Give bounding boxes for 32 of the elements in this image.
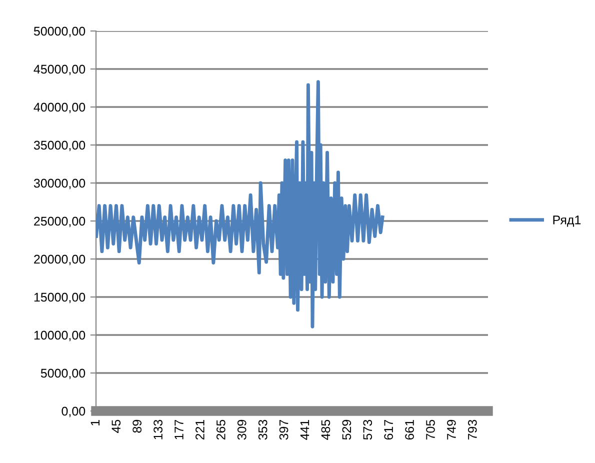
y-tick-label: 10000,00 [34,330,86,342]
x-tick-label: 441 [300,420,310,440]
y-tick-label: 30000,00 [34,178,86,190]
x-tick-label: 221 [196,420,204,440]
legend-label: Ряд1 [553,216,581,227]
y-tick-label: 0,00 [62,406,86,418]
y-tick-label: 35000,00 [34,140,86,152]
y-tick-label: 5000,00 [40,368,86,380]
x-tick-label: 1 [90,420,100,426]
y-tick-label: 50000,00 [34,26,86,38]
x-tick-label: 573 [363,420,372,440]
x-tick-label: 177 [174,420,184,440]
x-tick-label: 353 [258,420,268,440]
x-tick-label: 309 [237,420,246,440]
x-tick-label: 749 [447,420,456,440]
y-tick-label: 45000,00 [34,64,86,76]
x-tick-label: 89 [132,420,142,433]
y-tick-label: 25000,00 [34,216,86,228]
x-tick-label: 397 [279,420,288,440]
x-tick-label: 485 [321,420,330,440]
x-tick-label: 705 [426,420,435,440]
y-tick-label: 20000,00 [34,254,86,266]
x-tick-label: 661 [405,420,414,440]
y-tick-label: 40000,00 [34,102,86,114]
x-tick-label: 265 [216,420,226,440]
x-tick-label: 617 [384,420,393,440]
x-tick-label: 45 [112,420,121,433]
x-tick-label: 133 [154,420,162,440]
y-tick-label: 15000,00 [34,292,86,304]
line-series [96,80,384,328]
x-tick-label: 793 [468,420,477,440]
x-tick-label: 529 [342,420,352,440]
